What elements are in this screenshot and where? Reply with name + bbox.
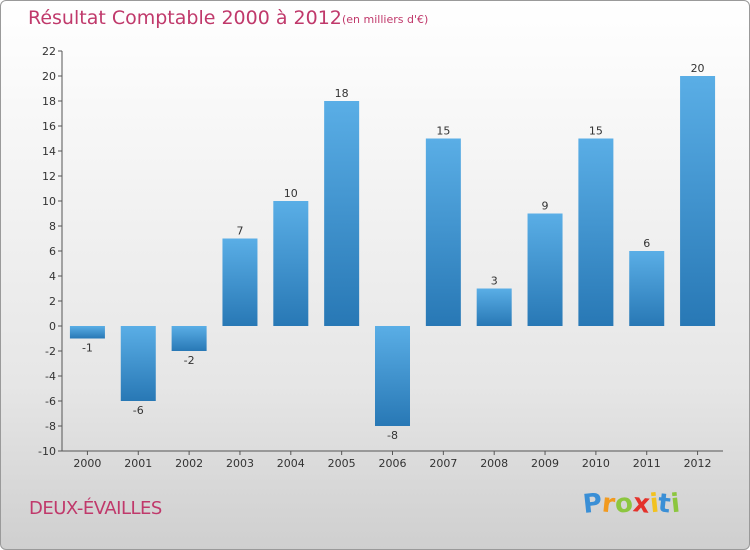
x-tick-label: 2008	[480, 457, 508, 470]
value-label-2006: -8	[387, 429, 398, 442]
bar-2012	[680, 76, 716, 326]
value-label-2010: 15	[589, 125, 603, 138]
y-tick-label: 16	[42, 120, 56, 133]
x-tick-label: 2012	[684, 457, 712, 470]
chart-subtitle: (en milliers d'€)	[342, 13, 429, 26]
y-tick-label: 18	[42, 95, 56, 108]
bars: -1 -6 -2 7 10 18 -8 15 3 9 15 6 20	[69, 62, 716, 442]
bar-2003	[222, 238, 258, 326]
x-tick-label: 2003	[226, 457, 254, 470]
y-tick-label: 8	[49, 220, 56, 233]
y-tick-label: 22	[42, 45, 56, 58]
commune-name: DEUX-ÉVAILLES	[29, 498, 162, 519]
chart-title: Résultat Comptable 2000 à 2012	[28, 7, 342, 29]
value-label-2003: 7	[236, 225, 243, 238]
bar-2011	[629, 251, 665, 326]
y-tick-label: 4	[49, 270, 56, 283]
x-tick-label: 2007	[429, 457, 457, 470]
bar-2006	[375, 326, 410, 426]
bar-2007	[425, 138, 461, 326]
y-tick-label: 14	[42, 145, 56, 158]
bar-2008	[476, 288, 512, 326]
bar-2001	[120, 326, 156, 401]
y-tick-label: 0	[49, 320, 56, 333]
y-tick-label: 12	[42, 170, 56, 183]
y-tick-label: -4	[45, 370, 56, 383]
value-label-2009: 9	[542, 200, 549, 213]
x-tick-label: 2001	[124, 457, 152, 470]
bar-2010	[578, 138, 614, 326]
value-label-2007: 15	[436, 125, 450, 138]
proxiti-logo: Proxiti	[581, 488, 682, 520]
y-tick-label: -6	[45, 395, 56, 408]
y-axis: -10 -8 -6 -4 -2 0 2 4 6 8 10 12 14 16 18 20 22	[38, 45, 63, 458]
x-tick-label: 2005	[328, 457, 356, 470]
y-tick-label: 10	[42, 195, 56, 208]
value-label-2012: 20	[691, 62, 705, 75]
bar-2000	[69, 326, 105, 339]
x-tick-label: 2009	[531, 457, 559, 470]
x-tick-label: 2010	[582, 457, 610, 470]
bar-2009	[527, 213, 563, 326]
bar-2005	[324, 101, 360, 326]
value-label-2001: -6	[133, 404, 144, 417]
y-tick-label: 2	[49, 295, 56, 308]
value-label-2008: 3	[491, 275, 498, 288]
value-label-2002: -2	[184, 354, 195, 367]
value-label-2000: -1	[82, 342, 93, 355]
x-tick-label: 2002	[175, 457, 203, 470]
y-tick-label: -2	[45, 345, 56, 358]
value-label-2004: 10	[284, 187, 298, 200]
x-axis: 2000 2001 2002 2003 2004 2005 2006 2007 2008 2009…	[62, 450, 723, 470]
bar-2004	[273, 201, 309, 326]
value-label-2011: 6	[643, 237, 650, 250]
x-tick-label: 2011	[633, 457, 661, 470]
x-tick-label: 2006	[379, 457, 407, 470]
value-label-2005: 18	[335, 87, 349, 100]
bar-2002	[171, 326, 207, 351]
x-tick-label: 2004	[277, 457, 305, 470]
x-tick-label: 2000	[73, 457, 101, 470]
y-tick-label: 6	[49, 245, 56, 258]
logo-letter: i	[669, 488, 682, 520]
y-tick-label: -8	[45, 420, 56, 433]
y-tick-label: -10	[38, 445, 56, 458]
y-tick-label: 20	[42, 70, 56, 83]
